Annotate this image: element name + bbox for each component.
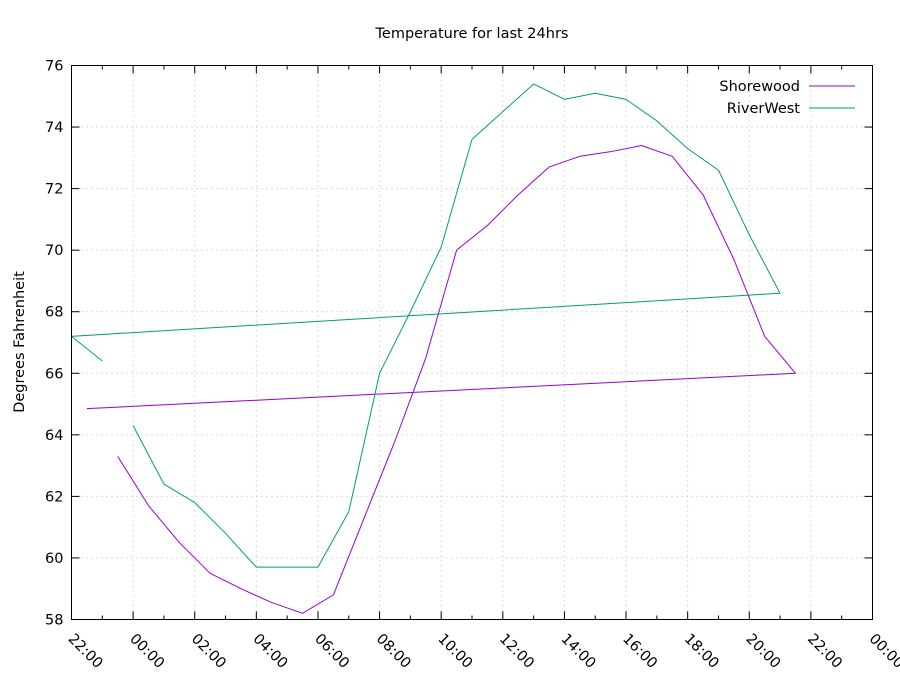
legend-label-riverwest: RiverWest <box>727 101 801 117</box>
legend-label-shorewood: Shorewood <box>719 79 800 95</box>
y-tick-label: 68 <box>45 305 63 321</box>
y-tick-label: 62 <box>45 489 63 505</box>
y-tick-label: 74 <box>45 120 63 136</box>
y-tick-label: 64 <box>45 428 63 444</box>
y-tick-label: 70 <box>45 243 63 259</box>
series-line-shorewood <box>86 145 796 614</box>
legend: Shorewood RiverWest <box>719 79 855 117</box>
plot-frame <box>71 65 873 620</box>
y-tick-label: 66 <box>45 366 63 382</box>
y-tick-label: 76 <box>45 59 63 75</box>
series-lines <box>71 83 796 614</box>
axis-ticks <box>71 65 873 620</box>
chart-title: Temperature for last 24hrs <box>375 26 569 42</box>
y-tick-label: 58 <box>45 613 63 629</box>
y-tick-label: 72 <box>45 182 63 198</box>
series-line-riverwest <box>71 83 781 568</box>
y-tick-label: 60 <box>45 551 63 567</box>
y-axis-label: Degrees Fahrenheit <box>12 271 28 413</box>
